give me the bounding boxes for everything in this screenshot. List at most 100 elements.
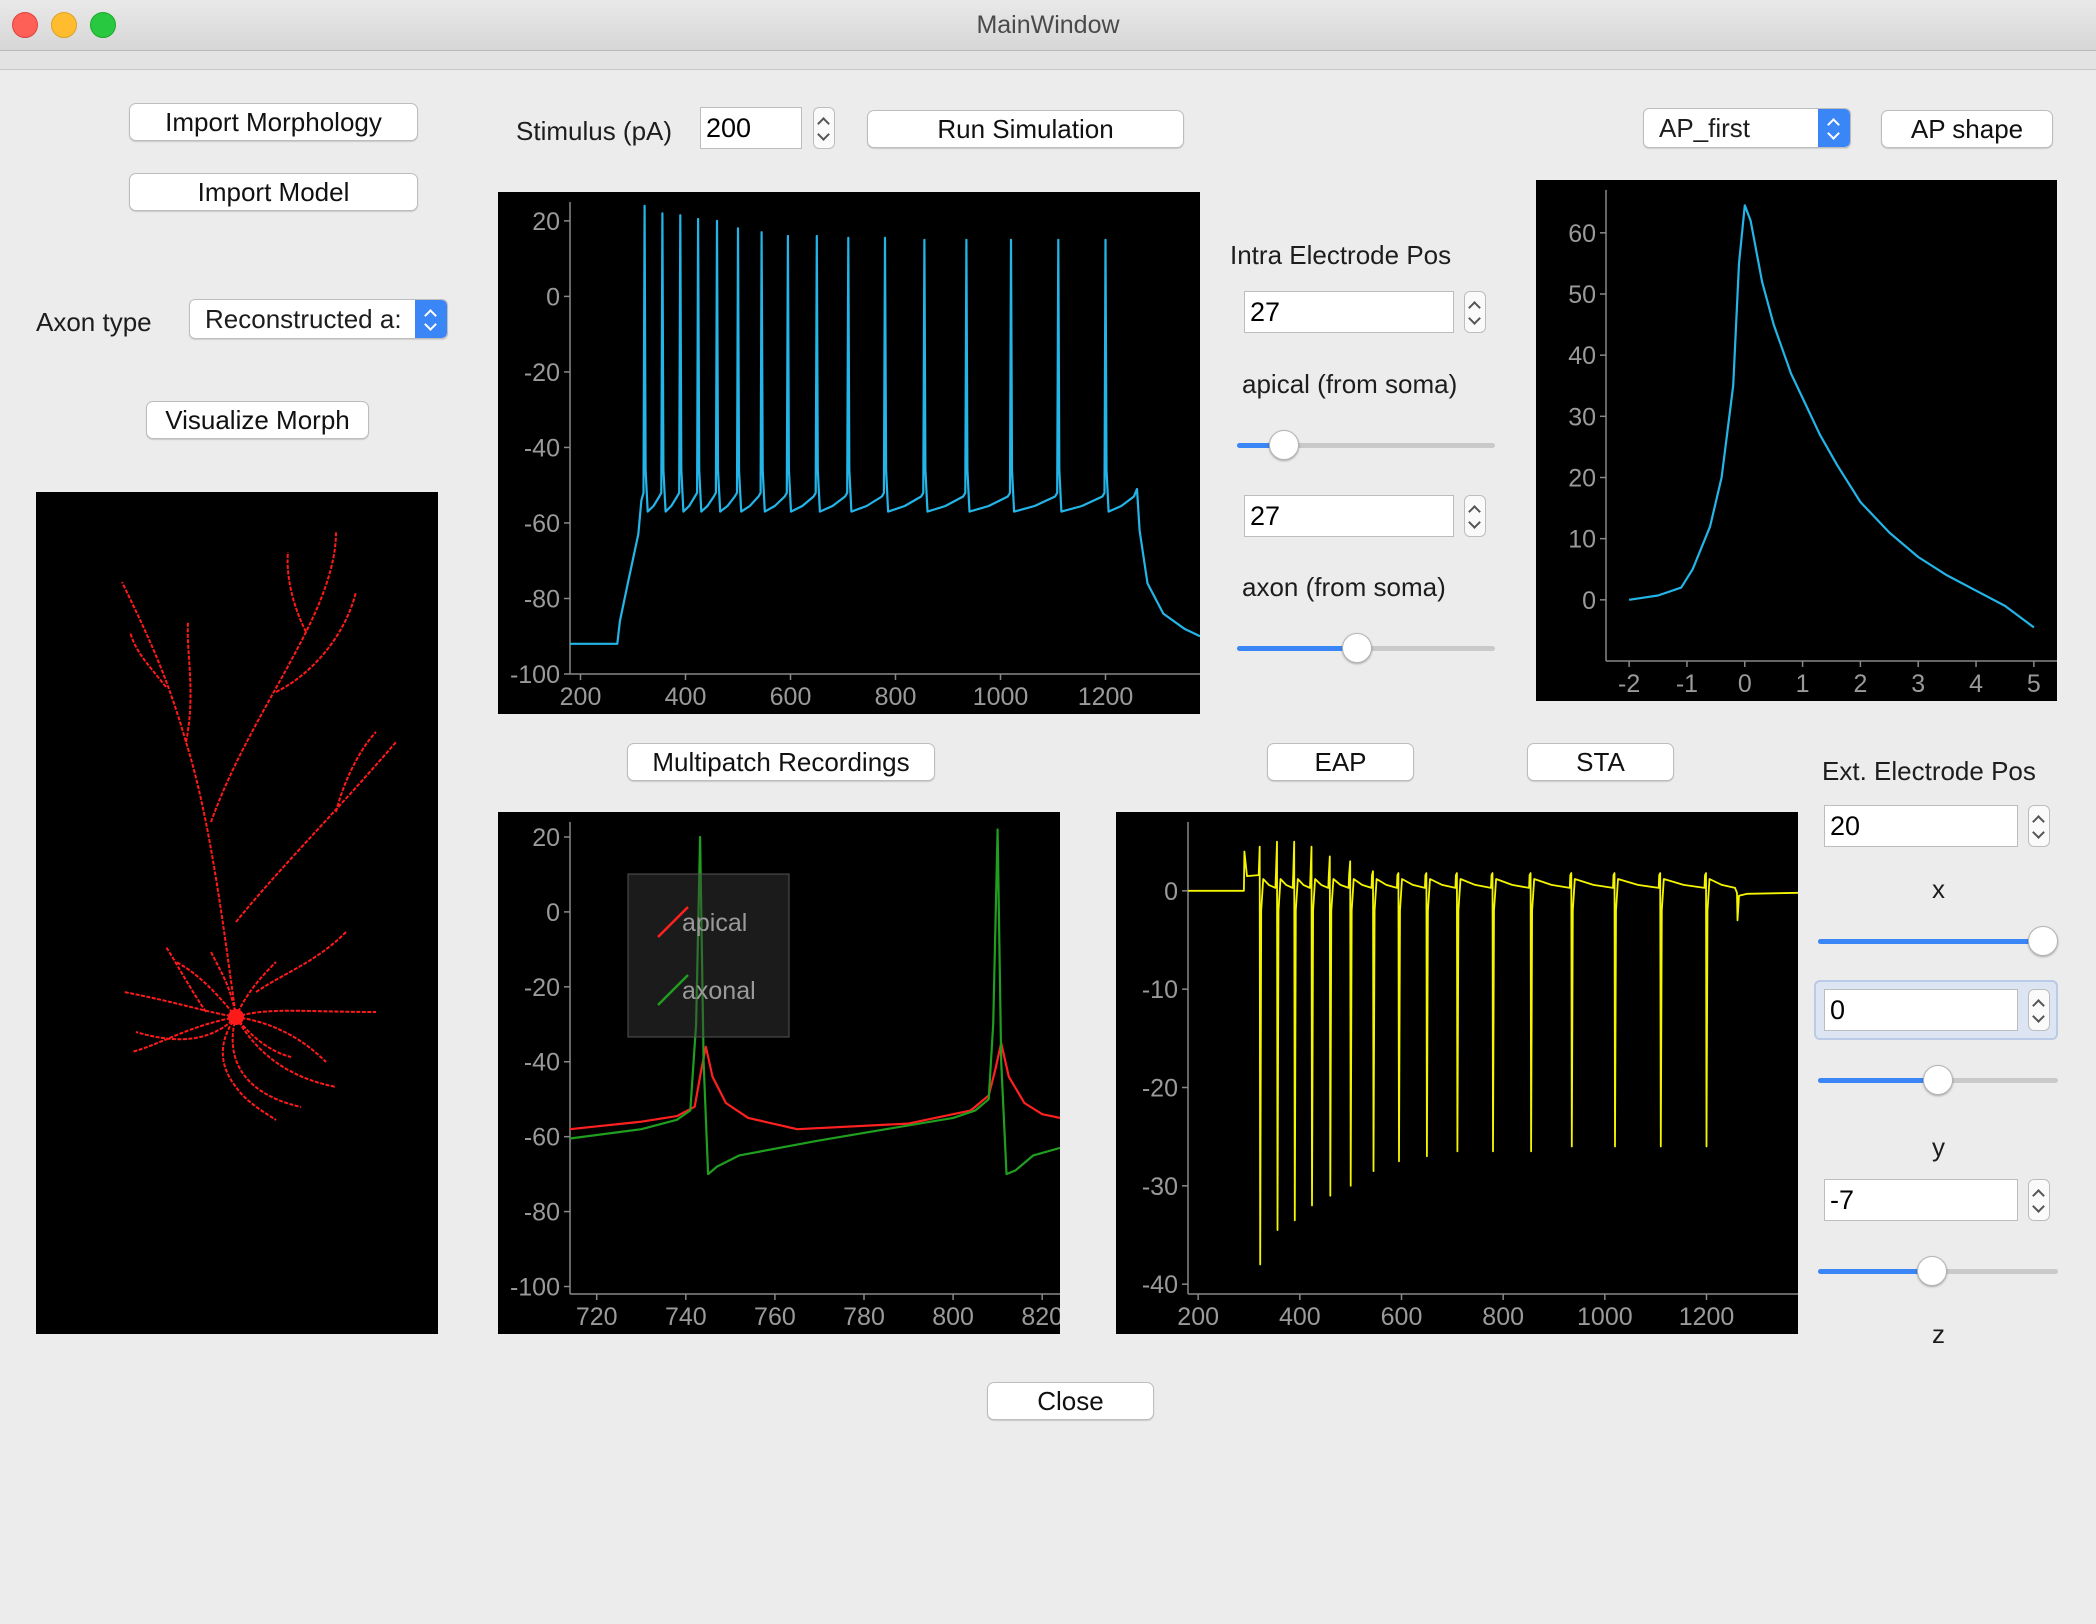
axon-position-stepper[interactable] — [1464, 495, 1486, 537]
window-title: MainWindow — [976, 11, 1120, 39]
x-tick-label: 800 — [875, 683, 917, 711]
legend-box — [627, 873, 790, 1038]
dendrite-branch — [231, 1016, 302, 1108]
toolbar-strip — [0, 51, 2096, 70]
dendrite-branch — [235, 741, 397, 923]
axon-type-value: Reconstructed a: — [205, 304, 402, 334]
ap-shape-plot[interactable]: 60 50 40 30 20 10 0 -2 -1 0 1 2 3 4 5 — [1536, 180, 2057, 701]
ap-shape-button[interactable]: AP shape — [1881, 110, 2053, 148]
legend-swatch — [657, 906, 689, 938]
y-tick-label: -100 — [510, 661, 560, 689]
stimulus-stepper[interactable] — [813, 107, 835, 149]
multipatch-chart: 20 0 -20 -40 -60 -80 -100 720 740 760 780 800 820 api… — [510, 822, 1060, 1331]
select-arrows-icon — [1818, 109, 1850, 147]
dendrite-branch — [121, 581, 237, 1018]
visualize-morph-button[interactable]: Visualize Morph — [146, 401, 369, 439]
ap-select[interactable]: AP_first — [1643, 108, 1851, 148]
close-window-icon[interactable] — [12, 12, 38, 38]
slider-fill — [1818, 1269, 1932, 1274]
dendrite-branch — [255, 931, 347, 993]
close-button[interactable]: Close — [987, 1382, 1154, 1420]
slider-knob[interactable] — [2028, 926, 2058, 956]
y-tick-label: 20 — [1568, 464, 1596, 492]
x-tick-label: 3 — [1911, 670, 1925, 698]
y-tick-label: -40 — [524, 1049, 560, 1077]
x-tick-label: 1000 — [973, 683, 1029, 711]
dendrite-branch — [235, 1016, 337, 1088]
ext-x-slider[interactable] — [1818, 926, 2058, 956]
y-tick-label: 20 — [532, 824, 560, 852]
dendrite-branch — [165, 946, 207, 1013]
dendrite-branch — [235, 961, 277, 1018]
y-tick-label: 0 — [546, 283, 560, 311]
dendrite-branch — [221, 1016, 277, 1121]
ext-x-input[interactable]: 20 — [1824, 805, 2018, 847]
dendrite-branch — [235, 1009, 377, 1018]
sta-button[interactable]: STA — [1527, 743, 1674, 781]
slider-knob[interactable] — [1268, 430, 1299, 460]
import-model-button[interactable]: Import Model — [129, 173, 418, 211]
ext-x-stepper[interactable] — [2028, 805, 2050, 847]
ext-z-label: z — [1932, 1319, 1945, 1349]
eap-chart: 0 -10 -20 -30 -40 200 400 600 800 1000 1200 — [1142, 822, 1798, 1331]
morphology-view[interactable] — [36, 492, 438, 1334]
apical-slider[interactable] — [1237, 430, 1495, 460]
ext-z-stepper[interactable] — [2028, 1179, 2050, 1221]
y-tick-label: -20 — [524, 974, 560, 1002]
apical-label: apical (from soma) — [1242, 369, 1458, 399]
ext-electrode-title: Ext. Electrode Pos — [1822, 756, 2036, 786]
soma — [228, 1009, 244, 1025]
title-bar: MainWindow — [0, 0, 2096, 51]
x-tick-label: 400 — [1279, 1303, 1321, 1331]
dendrite-branch — [135, 1016, 237, 1041]
apical-position-stepper[interactable] — [1464, 291, 1486, 333]
intra-electrode-title: Intra Electrode Pos — [1230, 240, 1452, 270]
ext-z-slider[interactable] — [1818, 1256, 2058, 1286]
y-tick-label: -80 — [524, 585, 560, 613]
minimize-window-icon[interactable] — [51, 12, 77, 38]
x-tick-label: 800 — [932, 1303, 974, 1331]
eap-trace — [1188, 840, 1798, 1266]
x-tick-label: 1 — [1796, 670, 1810, 698]
x-tick-label: 600 — [770, 683, 812, 711]
slider-knob[interactable] — [1923, 1065, 1953, 1095]
axon-slider[interactable] — [1237, 633, 1495, 663]
membrane-potential-plot[interactable]: 20 0 -20 -40 -60 -80 -100 200 400 600 800 1000 1200 — [498, 192, 1200, 714]
x-tick-label: 200 — [1177, 1303, 1219, 1331]
y-tick-label: -20 — [1142, 1075, 1178, 1103]
axon-type-select[interactable]: Reconstructed a: — [189, 299, 448, 339]
axon-position-input[interactable]: 27 — [1244, 495, 1454, 537]
select-arrows-icon — [415, 300, 447, 338]
y-tick-label: 10 — [1568, 526, 1596, 554]
slider-fill — [1818, 1078, 1938, 1083]
dendrite-branch — [123, 991, 237, 1018]
dendrite-branch — [210, 531, 337, 823]
axon-type-label: Axon type — [36, 307, 152, 337]
x-tick-label: 600 — [1381, 1303, 1423, 1331]
ext-x-label: x — [1932, 874, 1945, 904]
multipatch-plot[interactable]: 20 0 -20 -40 -60 -80 -100 720 740 760 780 800 820 api… — [498, 812, 1060, 1334]
x-tick-label: 720 — [576, 1303, 618, 1331]
y-tick-label: -30 — [1142, 1173, 1178, 1201]
apical-position-input[interactable]: 27 — [1244, 291, 1454, 333]
ext-y-input[interactable]: 0 — [1824, 989, 2018, 1031]
ext-y-stepper[interactable] — [2028, 989, 2050, 1031]
x-tick-label: 760 — [754, 1303, 796, 1331]
x-tick-label: 0 — [1738, 670, 1752, 698]
import-morphology-button[interactable]: Import Morphology — [129, 103, 418, 141]
eap-button[interactable]: EAP — [1267, 743, 1414, 781]
slider-knob[interactable] — [1916, 1256, 1947, 1286]
run-simulation-button[interactable]: Run Simulation — [867, 110, 1184, 148]
slider-knob[interactable] — [1341, 633, 1372, 663]
x-tick-label: 400 — [665, 683, 707, 711]
ext-y-slider[interactable] — [1818, 1065, 2058, 1095]
ext-z-input[interactable]: -7 — [1824, 1179, 2018, 1221]
x-tick-label: 820 — [1021, 1303, 1060, 1331]
eap-plot[interactable]: 0 -10 -20 -30 -40 200 400 600 800 1000 1200 — [1116, 812, 1798, 1334]
stimulus-input[interactable]: 200 — [700, 107, 802, 149]
y-tick-label: 0 — [1582, 587, 1596, 615]
y-tick-label: -20 — [524, 359, 560, 387]
multipatch-recordings-button[interactable]: Multipatch Recordings — [627, 743, 935, 781]
zoom-window-icon[interactable] — [90, 12, 116, 38]
